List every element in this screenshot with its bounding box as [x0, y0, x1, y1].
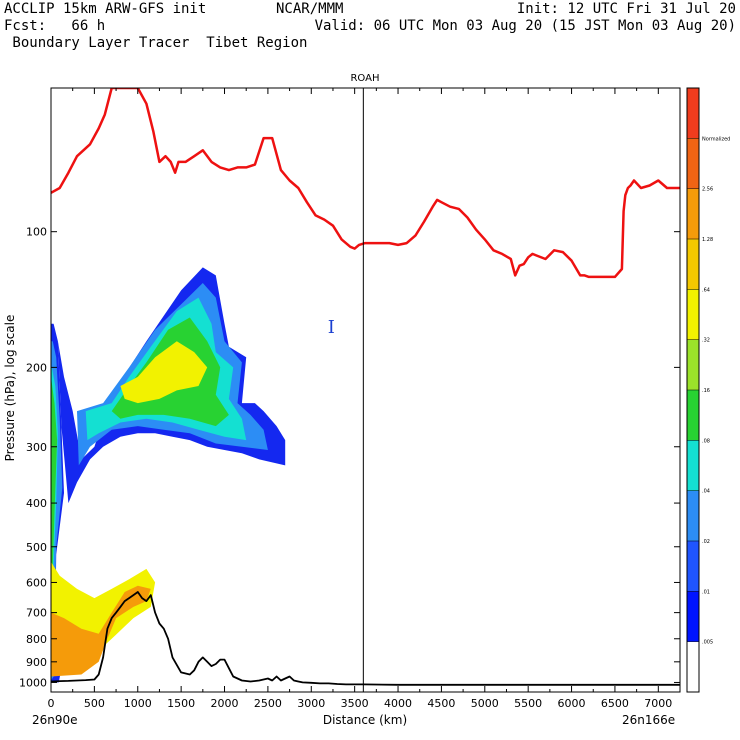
y-tick-label: 100: [26, 226, 47, 239]
tracer-region-10: [51, 585, 151, 677]
marker-label: I: [328, 317, 335, 338]
chart-title: ROAH: [350, 73, 379, 84]
header-line2-right: Valid: 06 UTC Mon 03 Aug 20 (15 JST Mon …: [314, 18, 736, 34]
x-tick-label: 7000: [644, 697, 672, 710]
terrain-line: [51, 591, 680, 686]
y-tick-label: 200: [26, 361, 47, 374]
colorbar-swatch: [687, 490, 699, 541]
y-tick-label: 1000: [19, 676, 47, 689]
x-tick-label: 500: [84, 697, 105, 710]
colorbar-swatch: [687, 440, 699, 491]
colorbar-swatch: [687, 339, 699, 390]
colorbar: .005 .01 .02 .04 .08 .16 .32 .64 1.28 2.56 Normali…: [686, 87, 730, 693]
colorbar-level-label: .01: [702, 589, 710, 595]
y-tick-label: 300: [26, 441, 47, 454]
colorbar-level-label: Normalized: [702, 136, 730, 142]
colorbar-swatch: [687, 188, 699, 239]
colorbar-swatch: [687, 591, 699, 642]
x-axis-label: Distance (km): [323, 713, 407, 727]
x-end-label: 26n166e: [622, 713, 675, 727]
x-tick-label: 1000: [124, 697, 152, 710]
header-line2-left: Fcst: 66 h: [4, 18, 106, 34]
x-tick-label: 5500: [514, 697, 542, 710]
line-layer: [51, 88, 680, 686]
tracer-fill-layer: [51, 267, 286, 683]
x-axis-ticks: 0 500 1000 1500 2000 2500 3000 3500 4000 4500 5000…: [48, 88, 672, 710]
colorbar-swatch: [687, 138, 699, 189]
y-tick-label: 900: [26, 656, 47, 669]
x-tick-label: 4500: [427, 697, 455, 710]
y-tick-label: 800: [26, 633, 47, 646]
colorbar-level-label: .005: [702, 640, 713, 646]
header-line1-mid: NCAR/MMM: [276, 1, 344, 17]
y-axis-ticks: 100 200 300 400 500 600 700 800 900 1000: [19, 226, 680, 689]
colorbar-swatch: [687, 390, 699, 441]
x-tick-label: 0: [48, 697, 55, 710]
y-tick-label: 700: [26, 607, 47, 620]
colorbar-level-label: 1.28: [702, 237, 713, 243]
header-line3-left: Boundary Layer Tracer Tibet Region: [4, 35, 308, 51]
colorbar-level-label: .16: [702, 388, 710, 394]
colorbar-level-label: 2.56: [702, 187, 713, 193]
x-start-label: 26n90e: [32, 713, 78, 727]
x-tick-label: 6500: [601, 697, 629, 710]
x-tick-label: 1500: [167, 697, 195, 710]
colorbar-swatch: [687, 289, 699, 340]
header-line1-left: ACCLIP 15km ARW-GFS init: [4, 1, 207, 17]
x-tick-label: 4000: [384, 697, 412, 710]
x-tick-label: 2500: [254, 697, 282, 710]
colorbar-swatch: [687, 88, 699, 139]
x-tick-label: 3500: [341, 697, 369, 710]
x-tick-label: 2000: [211, 697, 239, 710]
y-tick-label: 600: [26, 576, 47, 589]
colorbar-swatch: [687, 541, 699, 592]
x-tick-label: 3000: [297, 697, 325, 710]
colorbar-swatch: [687, 641, 699, 692]
x-tick-label: 5000: [471, 697, 499, 710]
colorbar-level-label: .08: [702, 438, 710, 444]
header-line1-right: Init: 12 UTC Fri 31 Jul 20: [516, 1, 736, 17]
colorbar-level-label: .02: [702, 539, 710, 545]
tracer-region-8: [120, 341, 208, 404]
plot-frame: [50, 87, 681, 693]
colorbar-level-label: .04: [702, 489, 710, 495]
tropopause-line: [51, 88, 680, 279]
x-tick-label: 6000: [558, 697, 586, 710]
y-tick-label: 400: [26, 497, 47, 510]
colorbar-swatch: [687, 239, 699, 290]
y-tick-label: 500: [26, 541, 47, 554]
colorbar-level-label: .64: [702, 287, 710, 293]
y-axis-label: Pressure (hPa), log scale: [3, 315, 17, 462]
colorbar-level-label: .32: [702, 338, 710, 344]
